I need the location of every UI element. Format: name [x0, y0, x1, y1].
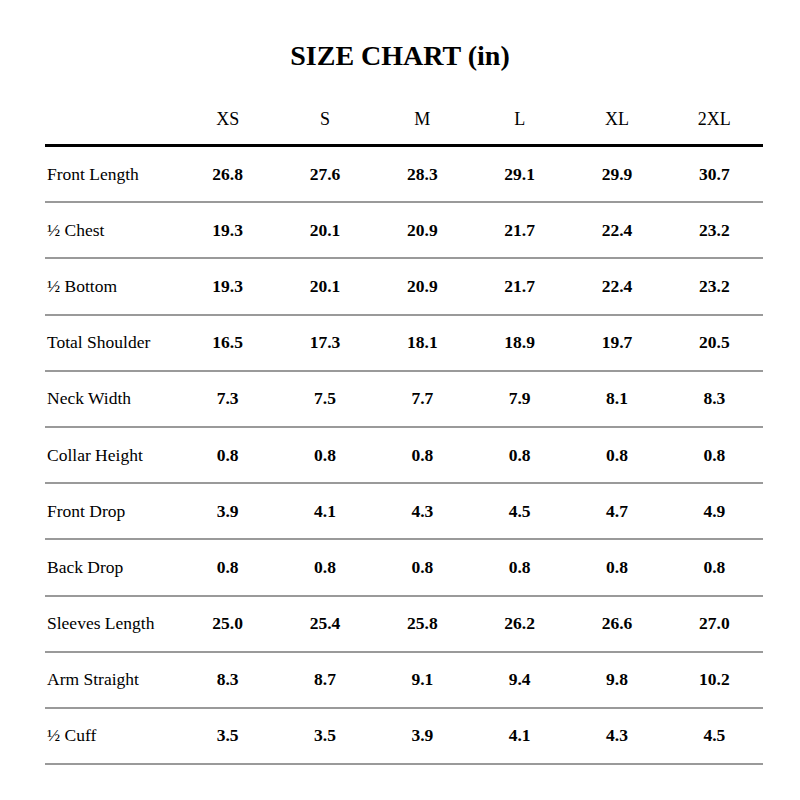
value-cell: 19.3 [179, 276, 276, 297]
value-cell: 4.5 [666, 725, 763, 746]
value-cell: 0.8 [666, 557, 763, 578]
row-label: Collar Height [45, 445, 179, 466]
column-header-m: M [374, 109, 471, 130]
value-cell: 4.9 [666, 501, 763, 522]
size-chart-page: SIZE CHART (in) XSSMLXL2XL Front Length2… [0, 0, 800, 800]
table-row: Arm Straight8.38.79.19.49.810.2 [45, 653, 763, 709]
value-cell: 18.9 [471, 332, 568, 353]
value-cell: 0.8 [179, 445, 276, 466]
column-header-xs: XS [179, 109, 276, 130]
table-row: Front Length26.827.628.329.129.930.7 [45, 147, 763, 203]
value-cell: 0.8 [179, 557, 276, 578]
value-cell: 4.7 [568, 501, 665, 522]
table-row: ½ Bottom19.320.120.921.722.423.2 [45, 259, 763, 315]
value-cell: 7.9 [471, 388, 568, 409]
value-cell: 0.8 [471, 445, 568, 466]
size-table-header-row: XSSMLXL2XL [45, 95, 763, 147]
value-cell: 0.8 [471, 557, 568, 578]
row-label: ½ Bottom [45, 276, 179, 297]
row-label: Back Drop [45, 557, 179, 578]
value-cell: 30.7 [666, 164, 763, 185]
table-row: Collar Height0.80.80.80.80.80.8 [45, 428, 763, 484]
value-cell: 4.3 [374, 501, 471, 522]
value-cell: 20.9 [374, 220, 471, 241]
value-cell: 25.8 [374, 613, 471, 634]
value-cell: 23.2 [666, 220, 763, 241]
column-header-l: L [471, 109, 568, 130]
table-row: ½ Chest19.320.120.921.722.423.2 [45, 203, 763, 259]
table-row: Back Drop0.80.80.80.80.80.8 [45, 540, 763, 596]
table-row: ½ Cuff3.53.53.94.14.34.5 [45, 709, 763, 765]
value-cell: 4.1 [276, 501, 373, 522]
row-label: Front Length [45, 164, 179, 185]
value-cell: 7.7 [374, 388, 471, 409]
value-cell: 0.8 [276, 445, 373, 466]
column-header-xl: XL [568, 109, 665, 130]
row-label: Arm Straight [45, 669, 179, 690]
value-cell: 0.8 [666, 445, 763, 466]
value-cell: 0.8 [568, 557, 665, 578]
table-row: Neck Width7.37.57.77.98.18.3 [45, 372, 763, 428]
table-row: Sleeves Length25.025.425.826.226.627.0 [45, 597, 763, 653]
value-cell: 3.5 [276, 725, 373, 746]
value-cell: 29.1 [471, 164, 568, 185]
value-cell: 18.1 [374, 332, 471, 353]
table-row: Total Shoulder16.517.318.118.919.720.5 [45, 316, 763, 372]
value-cell: 20.9 [374, 276, 471, 297]
value-cell: 25.4 [276, 613, 373, 634]
table-row: Front Drop3.94.14.34.54.74.9 [45, 484, 763, 540]
value-cell: 17.3 [276, 332, 373, 353]
value-cell: 22.4 [568, 276, 665, 297]
page-title: SIZE CHART (in) [0, 40, 800, 72]
row-label: ½ Chest [45, 220, 179, 241]
value-cell: 0.8 [276, 557, 373, 578]
value-cell: 8.1 [568, 388, 665, 409]
column-header-s: S [276, 109, 373, 130]
value-cell: 3.9 [179, 501, 276, 522]
value-cell: 4.5 [471, 501, 568, 522]
row-label: Sleeves Length [45, 613, 179, 634]
value-cell: 10.2 [666, 669, 763, 690]
value-cell: 0.8 [374, 445, 471, 466]
value-cell: 23.2 [666, 276, 763, 297]
column-header-2xl: 2XL [666, 109, 763, 130]
value-cell: 9.4 [471, 669, 568, 690]
value-cell: 7.5 [276, 388, 373, 409]
value-cell: 26.2 [471, 613, 568, 634]
value-cell: 26.8 [179, 164, 276, 185]
value-cell: 19.7 [568, 332, 665, 353]
value-cell: 26.6 [568, 613, 665, 634]
row-label: ½ Cuff [45, 725, 179, 746]
value-cell: 9.8 [568, 669, 665, 690]
size-table: XSSMLXL2XL Front Length26.827.628.329.12… [45, 95, 763, 765]
value-cell: 9.1 [374, 669, 471, 690]
value-cell: 21.7 [471, 276, 568, 297]
value-cell: 22.4 [568, 220, 665, 241]
value-cell: 27.0 [666, 613, 763, 634]
value-cell: 19.3 [179, 220, 276, 241]
value-cell: 8.3 [666, 388, 763, 409]
row-label: Total Shoulder [45, 332, 179, 353]
value-cell: 20.1 [276, 276, 373, 297]
value-cell: 4.3 [568, 725, 665, 746]
value-cell: 3.5 [179, 725, 276, 746]
value-cell: 3.9 [374, 725, 471, 746]
value-cell: 20.5 [666, 332, 763, 353]
value-cell: 8.3 [179, 669, 276, 690]
value-cell: 4.1 [471, 725, 568, 746]
value-cell: 29.9 [568, 164, 665, 185]
value-cell: 16.5 [179, 332, 276, 353]
row-label: Neck Width [45, 388, 179, 409]
value-cell: 28.3 [374, 164, 471, 185]
value-cell: 21.7 [471, 220, 568, 241]
value-cell: 27.6 [276, 164, 373, 185]
row-label: Front Drop [45, 501, 179, 522]
value-cell: 25.0 [179, 613, 276, 634]
value-cell: 0.8 [374, 557, 471, 578]
value-cell: 0.8 [568, 445, 665, 466]
value-cell: 8.7 [276, 669, 373, 690]
value-cell: 20.1 [276, 220, 373, 241]
value-cell: 7.3 [179, 388, 276, 409]
